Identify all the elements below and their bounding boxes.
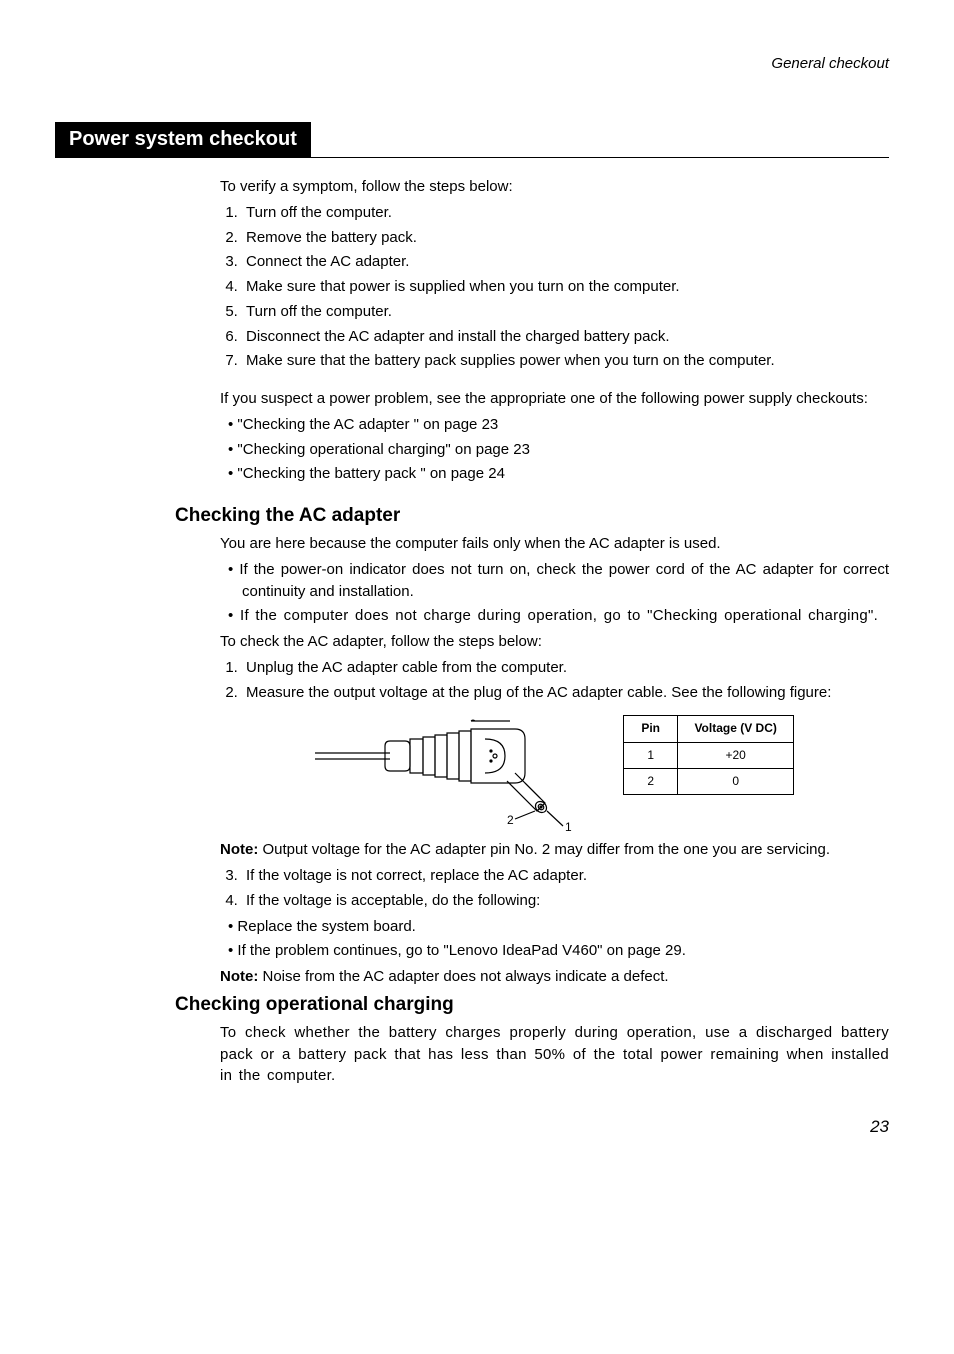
list-item: Make sure that power is supplied when yo… xyxy=(242,276,889,298)
table-cell: 1 xyxy=(624,742,678,768)
figure-row: 1 2 Pin Voltage (V DC) 1 +20 2 0 xyxy=(220,711,889,831)
ac-bullets2: Replace the system board. If the problem… xyxy=(220,916,889,963)
pin-voltage-table: Pin Voltage (V DC) 1 +20 2 0 xyxy=(623,715,794,795)
pin-label-1: 1 xyxy=(565,820,572,831)
table-cell: +20 xyxy=(678,742,794,768)
note1: Note: Output voltage for the AC adapter … xyxy=(220,839,889,861)
list-item: "Checking operational charging" on page … xyxy=(228,439,889,461)
refs-list: "Checking the AC adapter " on page 23 "C… xyxy=(220,414,889,485)
table-header: Pin xyxy=(624,716,678,742)
ac-steps-cont: If the voltage is not correct, replace t… xyxy=(220,865,889,912)
list-item: Turn off the computer. xyxy=(242,301,889,323)
table-header: Voltage (V DC) xyxy=(678,716,794,742)
table-cell: 2 xyxy=(624,769,678,795)
page-number: 23 xyxy=(55,1117,889,1137)
list-item: Disconnect the AC adapter and install th… xyxy=(242,326,889,348)
list-item: If the problem continues, go to "Lenovo … xyxy=(228,940,889,962)
list-item: Unplug the AC adapter cable from the com… xyxy=(242,657,889,679)
ac-bullets1: If the power-on indicator does not turn … xyxy=(220,559,889,627)
list-item: If the power-on indicator does not turn … xyxy=(228,559,889,603)
op-content: To check whether the battery charges pro… xyxy=(220,1022,889,1087)
op-text: To check whether the battery charges pro… xyxy=(220,1022,889,1087)
table-cell: 0 xyxy=(678,769,794,795)
list-item: If the voltage is not correct, replace t… xyxy=(242,865,889,887)
page-header: General checkout xyxy=(55,55,889,72)
ac-heading: Checking the AC adapter xyxy=(175,505,889,527)
ac-intro: You are here because the computer fails … xyxy=(220,533,889,555)
list-item: Connect the AC adapter. xyxy=(242,251,889,273)
list-item: If the computer does not charge during o… xyxy=(228,605,889,627)
section-title: Power system checkout xyxy=(55,122,311,157)
main-steps-list: Turn off the computer. Remove the batter… xyxy=(220,202,889,372)
section-rule: Power system checkout xyxy=(55,122,889,158)
op-heading: Checking operational charging xyxy=(175,994,889,1016)
list-item: Measure the output voltage at the plug o… xyxy=(242,682,889,704)
suspect-intro: If you suspect a power problem, see the … xyxy=(220,388,889,410)
list-item: Turn off the computer. xyxy=(242,202,889,224)
list-item: Replace the system board. xyxy=(228,916,889,938)
adapter-plug-figure: 1 2 xyxy=(315,711,585,831)
list-item: Remove the battery pack. xyxy=(242,227,889,249)
list-item: If the voltage is acceptable, do the fol… xyxy=(242,890,889,912)
intro-text: To verify a symptom, follow the steps be… xyxy=(220,176,889,198)
note2: Note: Noise from the AC adapter does not… xyxy=(220,966,889,988)
main-content: To verify a symptom, follow the steps be… xyxy=(220,176,889,485)
list-item: Make sure that the battery pack supplies… xyxy=(242,350,889,372)
list-item: "Checking the AC adapter " on page 23 xyxy=(228,414,889,436)
pin-label-2: 2 xyxy=(507,813,514,827)
ac-steps-list: Unplug the AC adapter cable from the com… xyxy=(220,657,889,704)
ac-content: You are here because the computer fails … xyxy=(220,533,889,988)
ac-steps-intro: To check the AC adapter, follow the step… xyxy=(220,631,889,653)
list-item: "Checking the battery pack " on page 24 xyxy=(228,463,889,485)
